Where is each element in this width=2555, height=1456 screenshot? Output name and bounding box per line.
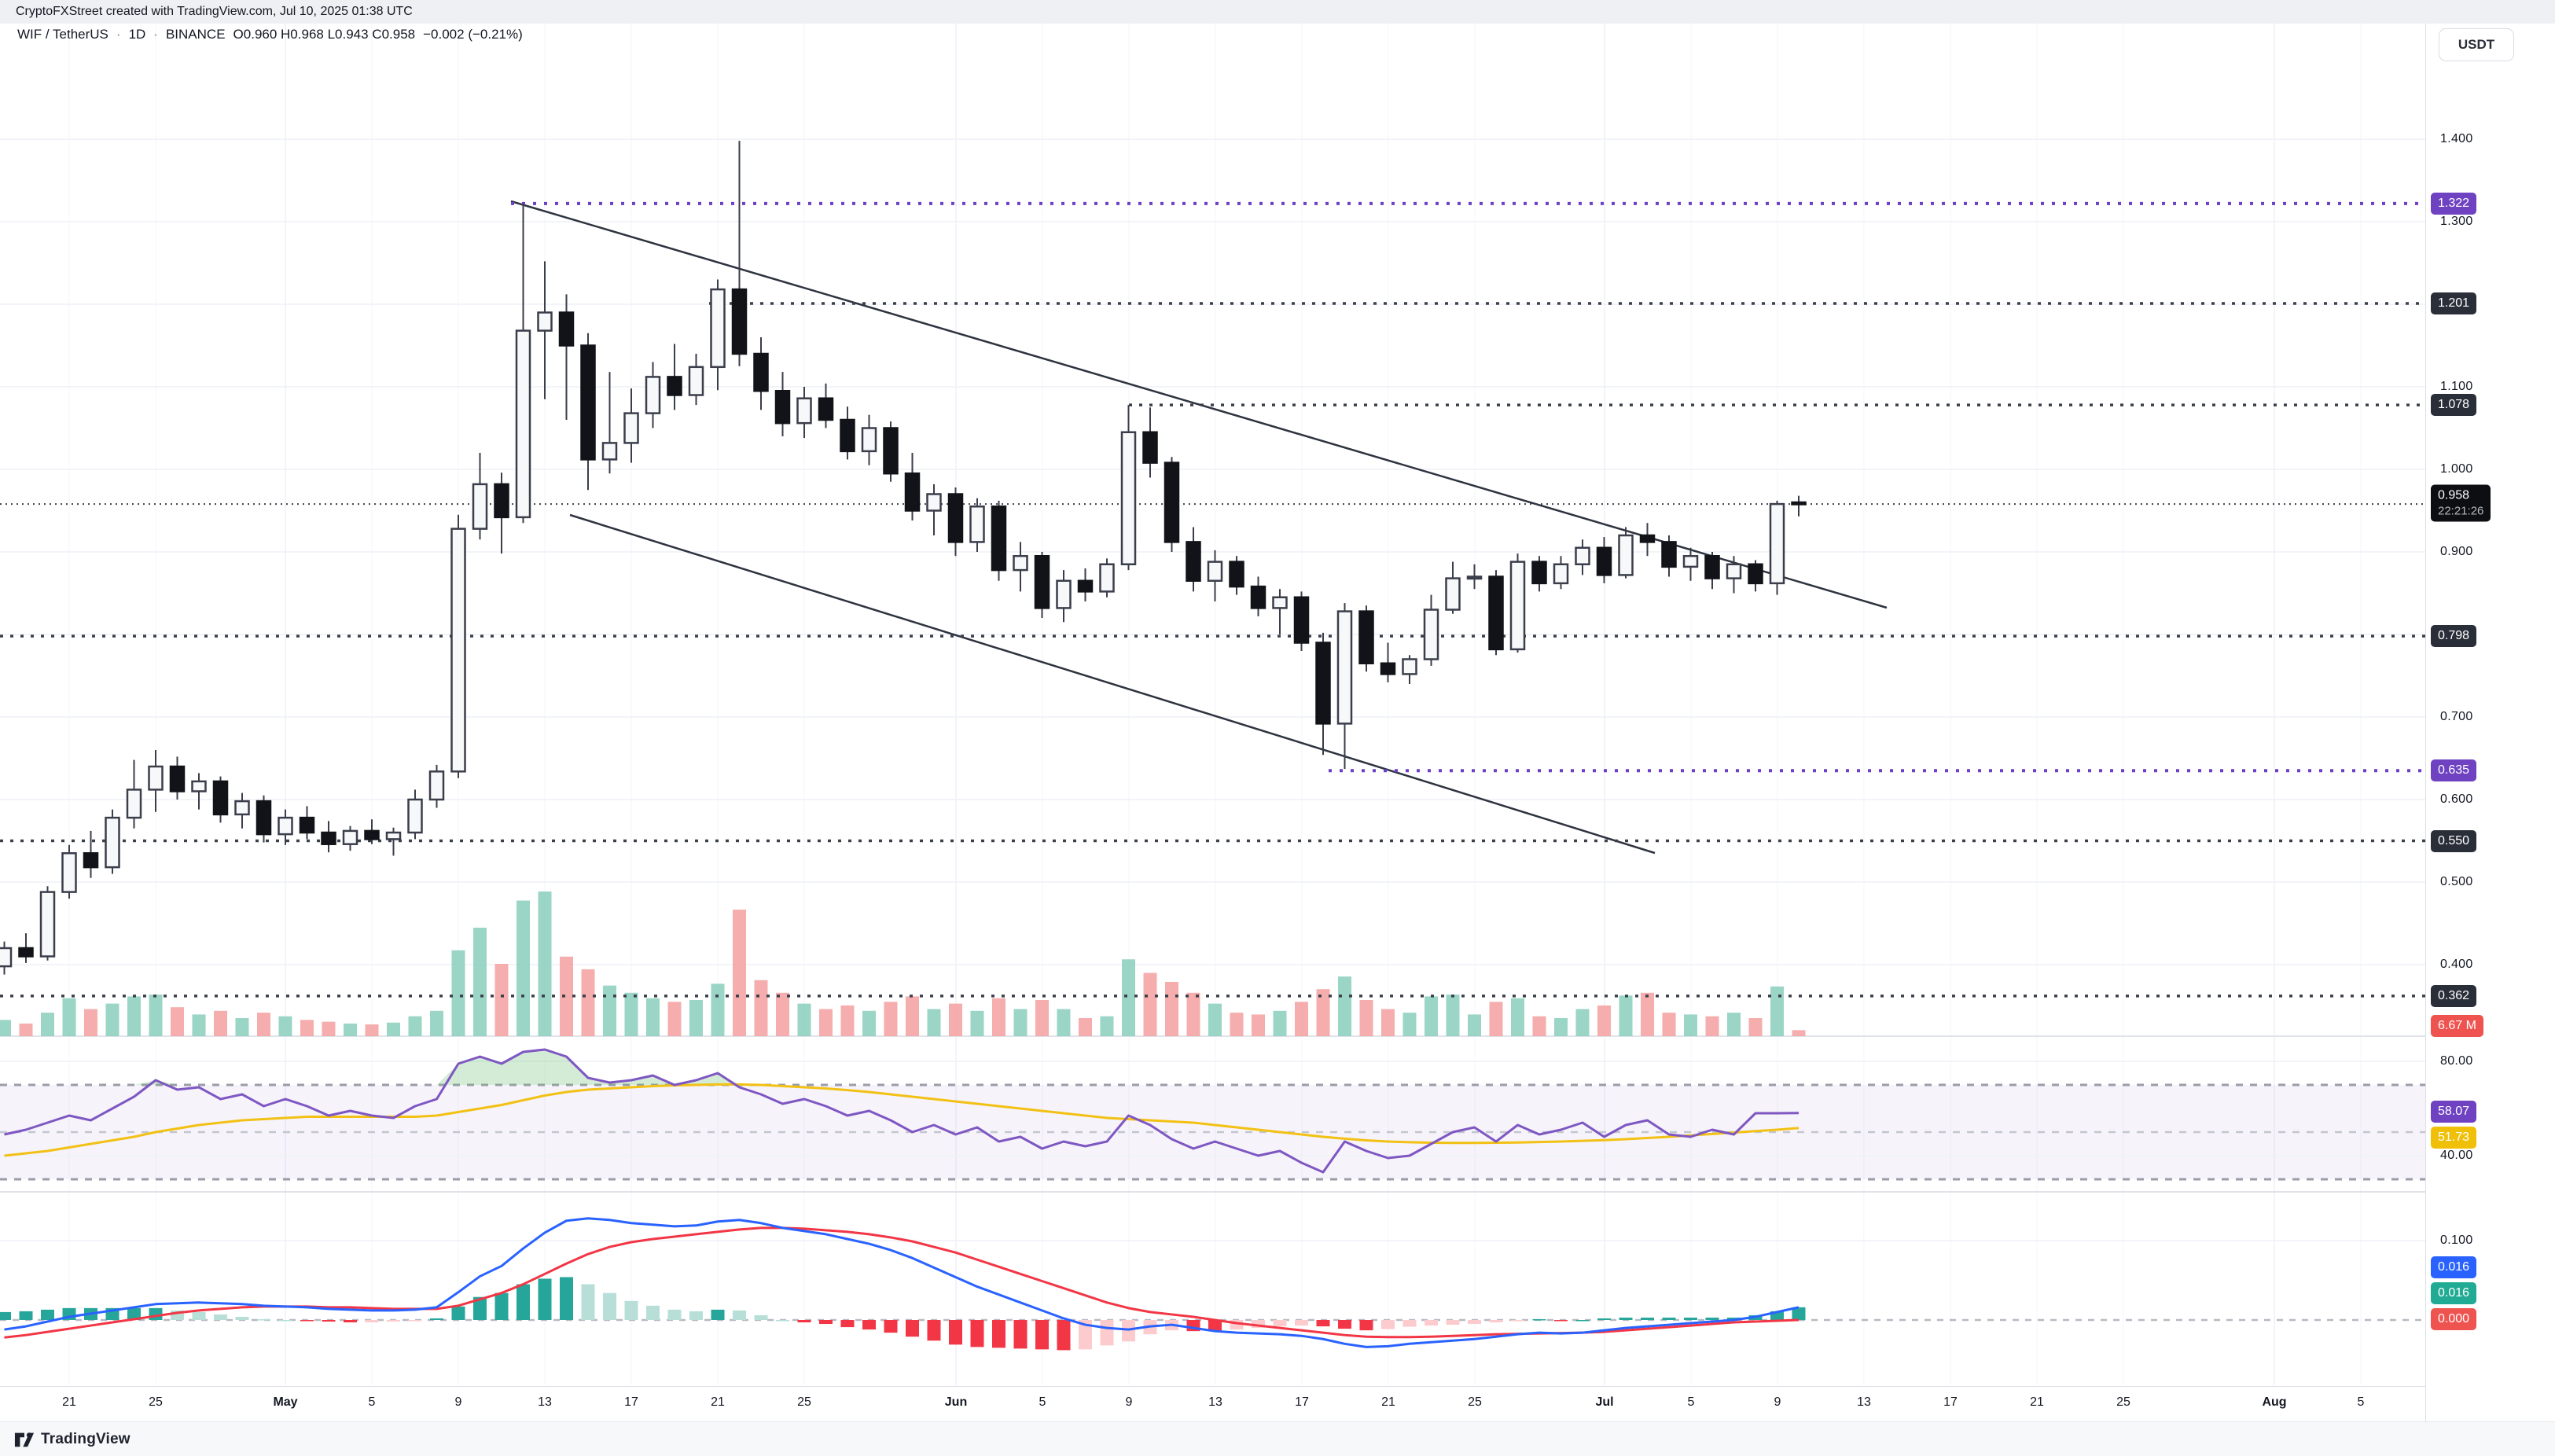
interval-label[interactable]: 1D: [128, 27, 146, 42]
time-tick-day: 25: [149, 1395, 163, 1409]
price-axis[interactable]: USDT 1.400 1.300 1.100 1.000 0.900 0.700 0.600…: [2425, 24, 2555, 1421]
price-badge: 1.078: [2431, 394, 2477, 416]
axis-tick-label: 80.00: [2440, 1054, 2473, 1068]
footer-bar: TradingView: [0, 1421, 2555, 1456]
axis-tick-label: 1.000: [2440, 462, 2473, 476]
axis-tick-label: 1.300: [2440, 215, 2473, 228]
time-tick-month: May: [273, 1395, 298, 1409]
time-tick-day: 13: [1208, 1395, 1222, 1409]
time-tick-day: 21: [711, 1395, 725, 1409]
time-tick-month: Jun: [944, 1395, 968, 1409]
symbol-info-line: WIF / TetherUS · 1D · BINANCE O0.960 H0.…: [17, 27, 523, 42]
time-tick-day: 9: [1125, 1395, 1133, 1409]
price-badge: 0.798: [2431, 625, 2477, 647]
ohlc-readout: O0.960 H0.968 L0.943 C0.958: [233, 27, 416, 42]
time-axis[interactable]: 21 25 May 5 9 13 17 21 25 Jun 5 9 13 17 21 25 Jul 5 9 13 17 2…: [0, 1386, 2425, 1421]
time-tick-day: 5: [2357, 1395, 2365, 1409]
price-badge: 0.016: [2431, 1256, 2477, 1278]
axis-tick-label: 0.700: [2440, 710, 2473, 723]
price-badge: 51.73: [2431, 1127, 2477, 1149]
time-tick-day: 13: [538, 1395, 552, 1409]
axis-tick-label: 0.900: [2440, 545, 2473, 558]
axis-tick-label: 0.500: [2440, 875, 2473, 888]
time-tick-day: 5: [1039, 1395, 1046, 1409]
axis-tick-label: 40.00: [2440, 1149, 2473, 1162]
time-tick-day: 9: [454, 1395, 462, 1409]
time-tick-day: 21: [62, 1395, 76, 1409]
time-tick-day: 5: [1687, 1395, 1695, 1409]
price-badge: 1.322: [2431, 193, 2477, 215]
axis-tick-label: 0.600: [2440, 792, 2473, 806]
axis-tick-label: 1.400: [2440, 132, 2473, 145]
time-tick-day: 21: [2030, 1395, 2044, 1409]
separator-dot: ·: [153, 27, 158, 42]
time-tick-day: 17: [1295, 1395, 1309, 1409]
time-tick-day: 17: [1943, 1395, 1958, 1409]
time-tick-day: 5: [368, 1395, 376, 1409]
axis-tick-label: 0.400: [2440, 958, 2473, 971]
price-badge: 0.635: [2431, 759, 2477, 781]
axis-tick-label: 1.100: [2440, 380, 2473, 393]
change-readout: −0.002 (−0.21%): [423, 27, 523, 42]
separator-dot: ·: [116, 27, 121, 42]
currency-toggle-button[interactable]: USDT: [2439, 28, 2514, 61]
time-tick-day: 9: [1774, 1395, 1781, 1409]
price-badge: 0.016: [2431, 1282, 2477, 1304]
price-badge: 0.958 22:21:26: [2431, 484, 2491, 522]
tradingview-wordmark[interactable]: TradingView: [41, 1430, 131, 1447]
price-badge: 0.000: [2431, 1308, 2477, 1330]
symbol-name[interactable]: WIF / TetherUS: [17, 27, 108, 42]
attribution-bar: CryptoFXStreet created with TradingView.…: [0, 0, 2555, 24]
price-badge: 58.07: [2431, 1101, 2477, 1123]
time-tick-day: 13: [1857, 1395, 1871, 1409]
price-badge: 1.201: [2431, 292, 2477, 314]
time-tick-day: 17: [624, 1395, 638, 1409]
time-tick-day: 21: [1381, 1395, 1395, 1409]
price-badge: 0.550: [2431, 830, 2477, 852]
axis-tick-label: 0.100: [2440, 1234, 2473, 1247]
countdown-timer: 22:21:26: [2438, 504, 2484, 518]
attribution-text: CryptoFXStreet created with TradingView.…: [16, 5, 413, 18]
time-tick-month: Jul: [1595, 1395, 1614, 1409]
time-tick-day: 25: [797, 1395, 811, 1409]
time-tick-month: Aug: [2262, 1395, 2287, 1409]
price-badge: 6.67 M: [2431, 1015, 2483, 1037]
tradingview-logo-icon[interactable]: [14, 1430, 35, 1449]
time-tick-day: 25: [1468, 1395, 1482, 1409]
exchange-label[interactable]: BINANCE: [165, 27, 226, 42]
time-tick-day: 25: [2116, 1395, 2130, 1409]
price-badge: 0.362: [2431, 985, 2477, 1007]
